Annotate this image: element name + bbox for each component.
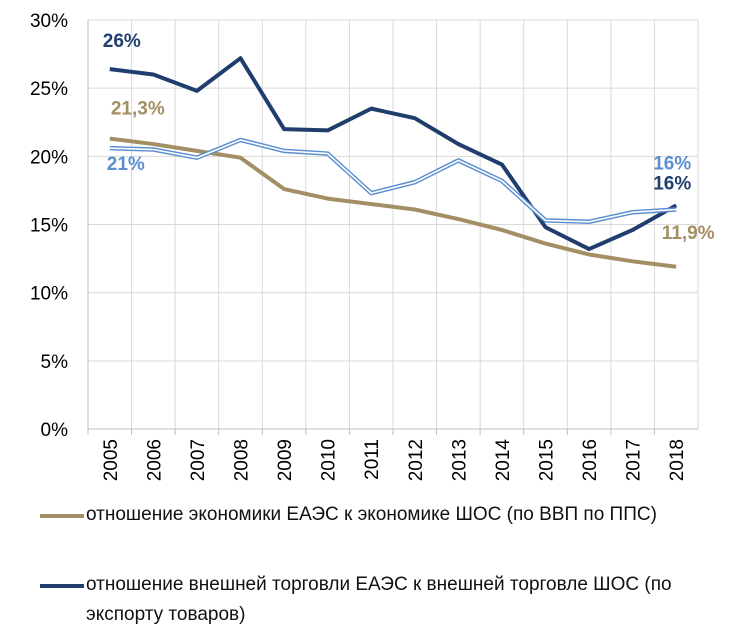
legend-label: отношение внешней торговли ЕАЭС к внешне…: [86, 574, 672, 625]
x-tick-label: 2010: [319, 439, 340, 481]
legend-label: отношение экономики ЕАЭС к экономике ШОС…: [86, 504, 657, 525]
y-tick-label: 0%: [41, 420, 69, 441]
series-line: [109, 56, 678, 252]
legend-entry: отношение экономики ЕАЭС к экономике ШОС…: [40, 500, 750, 530]
x-tick-label: 2009: [275, 439, 296, 481]
legend-swatch: [40, 514, 84, 518]
data-label: 26%: [103, 31, 141, 52]
series-line-inner: [109, 139, 677, 223]
legend-swatch: [40, 584, 84, 588]
data-label: 11,9%: [662, 223, 715, 244]
series-line: [109, 136, 677, 269]
x-tick-label: 2017: [624, 439, 645, 481]
chart: 0% 5% 10% 15% 20% 25% 30% 2005 2006 2007 2008 2009 2…: [30, 11, 715, 482]
data-label: 16%: [653, 173, 691, 194]
x-tick-label: 2012: [406, 439, 427, 481]
data-label: 21,3%: [111, 99, 165, 120]
x-tick-label: 2007: [188, 439, 209, 481]
y-tick-label: 5%: [41, 352, 69, 373]
y-tick-label: 30%: [30, 11, 68, 32]
x-tick-label: 2011: [362, 439, 383, 480]
x-tick-label: 2018: [667, 439, 688, 481]
x-tick-label: 2014: [493, 439, 514, 482]
y-tick-label: 20%: [30, 147, 68, 168]
data-label: 21%: [107, 154, 145, 175]
y-tick-label: 15%: [30, 216, 68, 237]
y-tick-label: 25%: [30, 79, 68, 100]
x-tick-label: 2013: [449, 439, 470, 481]
legend-entry: отношение внешней торговли ЕАЭС к внешне…: [40, 570, 750, 630]
x-tick-label: 2008: [232, 439, 253, 481]
x-tick-label: 2015: [537, 439, 558, 481]
y-tick-label: 10%: [30, 284, 68, 305]
x-tick-label: 2016: [580, 439, 601, 481]
data-label: 16%: [653, 154, 691, 175]
x-tick-label: 2005: [101, 439, 122, 481]
x-tick-label: 2006: [144, 439, 165, 481]
